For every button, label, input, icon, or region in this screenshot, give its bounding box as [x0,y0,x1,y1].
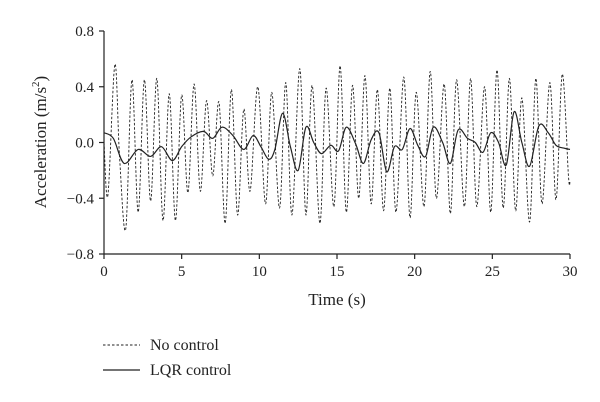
x-tick-label-3: 15 [330,264,345,280]
plot-area: 0 5 10 15 20 25 30 0.8 0.4 0.0 −0.4 −0.8 [67,24,578,280]
series-layer [103,63,571,232]
x-tick-label-2: 10 [252,264,267,280]
y-axis-title: Acceleration (m/s2) [30,76,50,208]
x-axis-title: Time (s) [308,290,365,309]
legend: No control LQR control [103,337,232,379]
y-tick-label-4: −0.8 [67,247,94,263]
y-ticks: 0.8 0.4 0.0 −0.4 −0.8 [67,24,104,263]
y-tick-label-0: 0.8 [75,24,94,40]
legend-label-no-control: No control [150,337,219,354]
x-tick-label-4: 20 [407,264,422,280]
y-axis-title-superscript: 2 [30,81,42,87]
y-tick-label-2: 0.0 [75,136,94,152]
x-ticks: 0 5 10 15 20 25 30 [100,254,578,280]
x-tick-label-1: 5 [178,264,186,280]
series-line-lqr-control [103,111,571,173]
x-tick-label-5: 25 [485,264,500,280]
x-tick-label-0: 0 [100,264,108,280]
x-tick-label-6: 30 [563,264,578,280]
legend-label-lqr-control: LQR control [150,362,232,379]
y-tick-label-3: −0.4 [67,191,95,207]
y-tick-label-1: 0.4 [75,80,94,96]
series-line-no-control [103,63,571,232]
